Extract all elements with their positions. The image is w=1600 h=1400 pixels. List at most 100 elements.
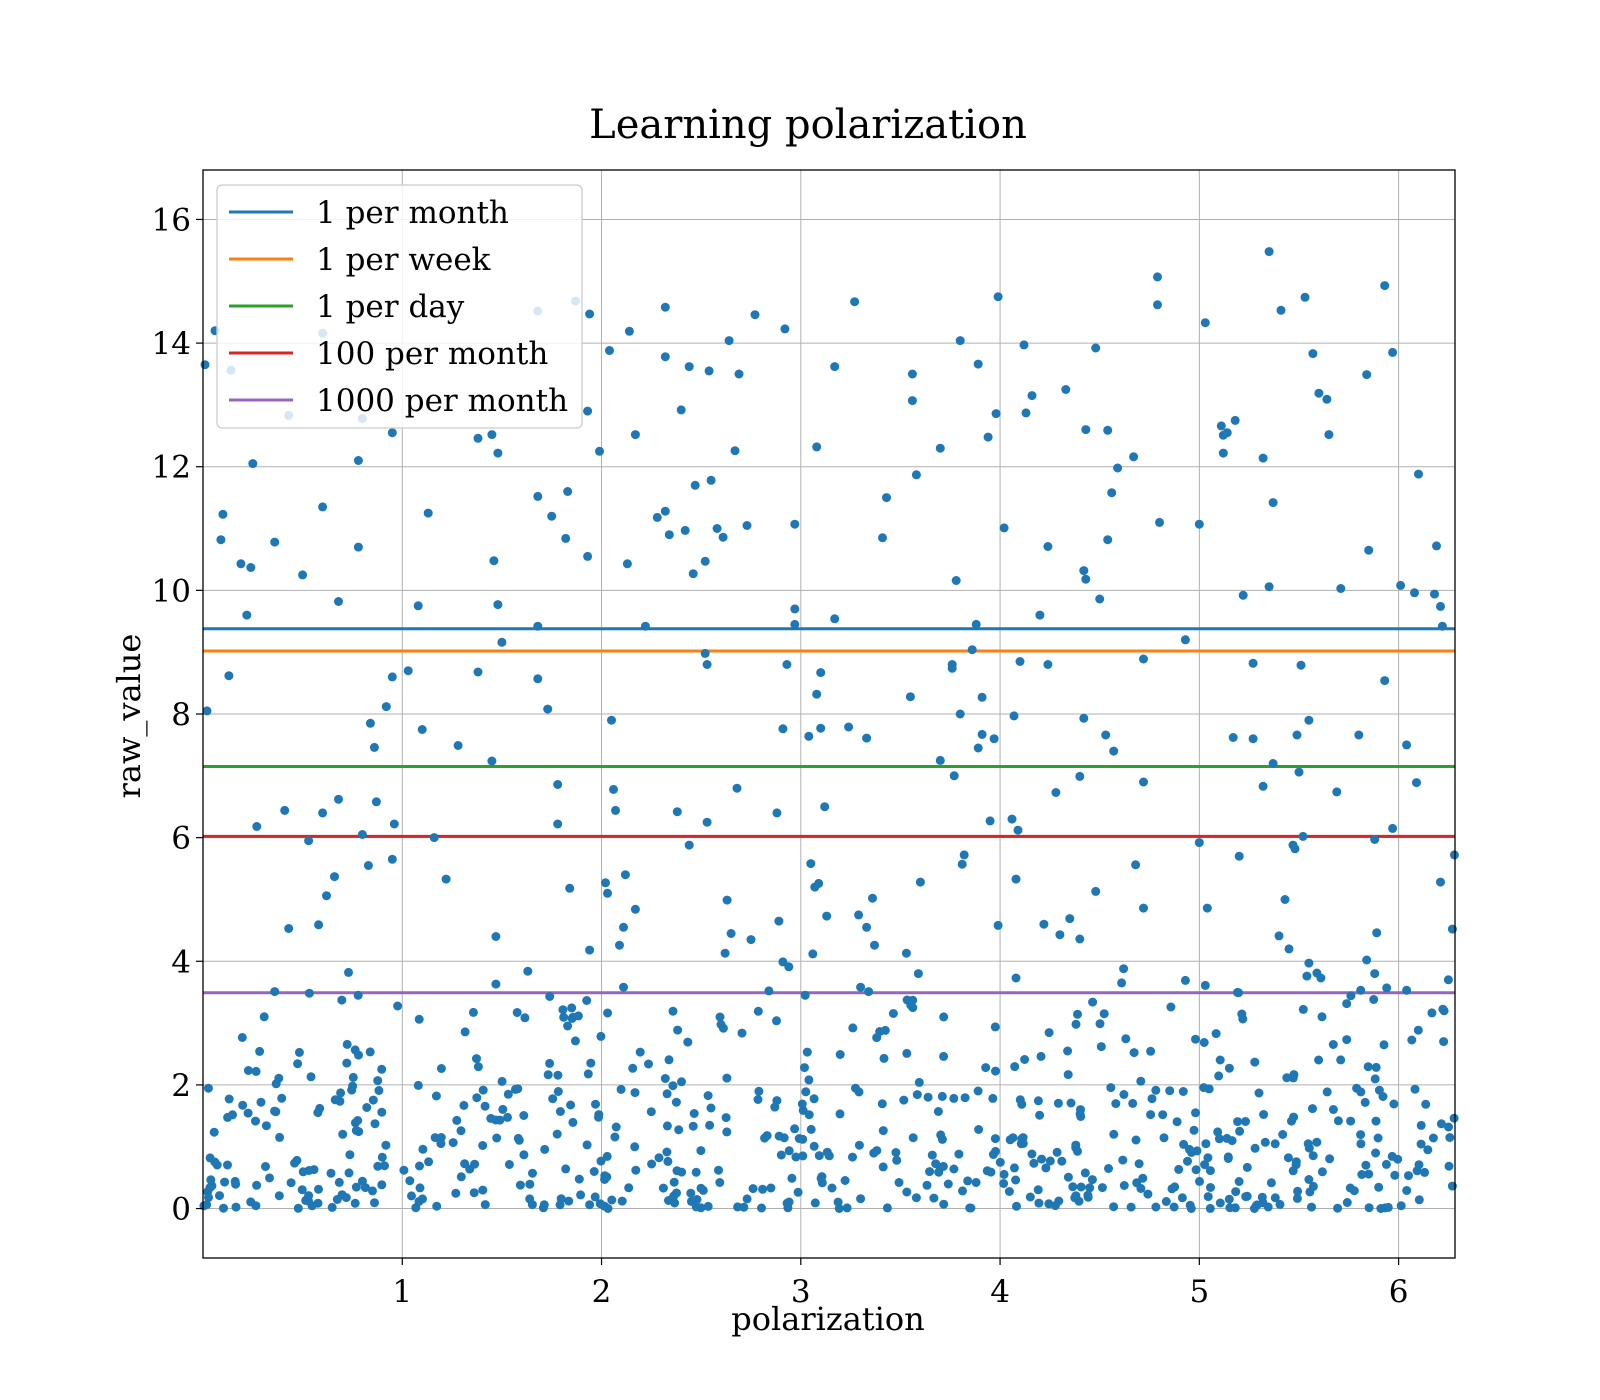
- scatter-point: [1308, 349, 1318, 359]
- legend-label: 1 per week: [316, 242, 491, 278]
- scatter-point: [1111, 1099, 1121, 1109]
- scatter-point: [543, 704, 553, 714]
- scatter-point: [652, 512, 662, 522]
- scatter-point: [691, 1167, 701, 1177]
- scatter-point: [1381, 1159, 1391, 1169]
- scatter-point: [380, 1161, 389, 1171]
- scatter-point: [1250, 1057, 1260, 1067]
- scatter-point: [878, 1126, 888, 1136]
- scatter-point: [568, 1012, 578, 1022]
- scatter-point: [252, 822, 262, 831]
- scatter-point: [486, 1113, 496, 1123]
- scatter-point: [452, 1115, 462, 1125]
- scatter-point: [251, 1066, 261, 1076]
- scatter-point: [223, 1160, 232, 1170]
- scatter-point: [939, 1051, 949, 1061]
- scatter-point: [1129, 452, 1139, 462]
- scatter-point: [959, 850, 969, 860]
- scatter-point: [704, 366, 714, 376]
- scatter-point: [742, 521, 752, 530]
- y-tick-label: 6: [171, 821, 191, 857]
- scatter-point: [523, 966, 533, 976]
- scatter-point: [270, 987, 280, 997]
- scatter-point: [1178, 1087, 1188, 1096]
- scatter-point: [732, 783, 742, 793]
- scatter-point: [973, 743, 983, 753]
- scatter-point: [937, 1091, 947, 1101]
- scatter-point: [1404, 1171, 1413, 1181]
- scatter-point: [252, 1180, 262, 1190]
- scatter-point: [513, 1084, 523, 1094]
- scatter-point: [1268, 759, 1278, 768]
- scatter-point: [1438, 1004, 1448, 1014]
- scatter-point: [370, 1198, 379, 1208]
- scatter-point: [491, 932, 501, 941]
- scatter-point: [1413, 1025, 1423, 1035]
- scatter-point: [545, 992, 555, 1001]
- scatter-point: [1412, 778, 1421, 788]
- scatter-point: [1109, 1202, 1119, 1212]
- scatter-point: [1290, 844, 1300, 854]
- scatter-point: [1195, 1176, 1204, 1186]
- scatter-point: [1199, 1083, 1209, 1093]
- scatter-point: [596, 1156, 606, 1166]
- scatter-point: [1170, 1182, 1180, 1192]
- scatter-point: [1444, 1122, 1453, 1132]
- scatter-point: [989, 734, 999, 744]
- scatter-point: [955, 709, 965, 719]
- scatter-point: [696, 1146, 706, 1156]
- scatter-point: [261, 1162, 270, 1171]
- scatter-point: [318, 808, 328, 818]
- scatter-point: [1364, 545, 1374, 555]
- scatter-point: [583, 1069, 593, 1079]
- scatter-point: [730, 446, 740, 456]
- scatter-point: [1414, 469, 1423, 479]
- scatter-point: [683, 1037, 693, 1047]
- scatter-point: [672, 1188, 681, 1198]
- scatter-point: [334, 1177, 344, 1187]
- scatter-point: [817, 1172, 827, 1182]
- scatter-point: [1119, 1181, 1129, 1190]
- scatter-point: [1280, 895, 1290, 904]
- scatter-point: [1432, 541, 1441, 551]
- scatter-point: [911, 1193, 921, 1203]
- scatter-point: [1304, 1175, 1314, 1184]
- scatter-point: [491, 979, 501, 989]
- scatter-point: [430, 1133, 440, 1143]
- scatter-point: [1254, 1088, 1264, 1098]
- scatter-point: [436, 1064, 446, 1073]
- scatter-point: [1065, 914, 1075, 924]
- scatter-point: [1248, 734, 1258, 744]
- scatter-point: [1333, 1203, 1343, 1213]
- scatter-point: [387, 854, 397, 864]
- scatter-point: [1225, 1203, 1235, 1213]
- scatter-point: [344, 967, 353, 977]
- scatter-point: [1151, 1085, 1161, 1095]
- scatter-point: [583, 406, 593, 416]
- scatter-point: [784, 1146, 794, 1156]
- scatter-point: [1155, 517, 1164, 527]
- scatter-point: [816, 668, 826, 678]
- scatter-point: [1194, 838, 1204, 848]
- scatter-point: [1011, 1175, 1021, 1185]
- scatter-point: [869, 1148, 879, 1158]
- scatter-point: [664, 1055, 674, 1065]
- scatter-point: [603, 888, 612, 898]
- scatter-point: [1257, 1192, 1267, 1202]
- scatter-point: [432, 1201, 442, 1211]
- scatter-point: [662, 1089, 672, 1099]
- scatter-point: [545, 1058, 555, 1068]
- scatter-point: [322, 891, 331, 901]
- scatter-point: [630, 1088, 640, 1098]
- scatter-point: [1035, 610, 1045, 620]
- scatter-point: [1284, 944, 1294, 954]
- scatter-point: [344, 1168, 354, 1178]
- scatter-point: [842, 1203, 852, 1213]
- scatter-point: [935, 755, 945, 765]
- scatter-point: [791, 1152, 801, 1162]
- scatter-point: [212, 1160, 222, 1170]
- scatter-point: [971, 1178, 981, 1187]
- scatter-point: [848, 1152, 857, 1162]
- scatter-point: [1270, 1193, 1280, 1203]
- scatter-point: [1363, 1062, 1373, 1072]
